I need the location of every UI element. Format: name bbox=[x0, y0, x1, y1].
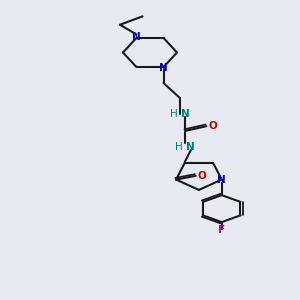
Text: F: F bbox=[218, 225, 225, 235]
Text: N: N bbox=[186, 142, 195, 152]
Text: H: H bbox=[175, 142, 183, 152]
Text: H: H bbox=[169, 109, 177, 119]
Text: O: O bbox=[198, 171, 206, 181]
Text: N: N bbox=[159, 63, 168, 73]
Text: N: N bbox=[132, 32, 141, 42]
Text: O: O bbox=[208, 121, 217, 131]
Text: N: N bbox=[181, 109, 190, 119]
Text: N: N bbox=[218, 175, 226, 184]
